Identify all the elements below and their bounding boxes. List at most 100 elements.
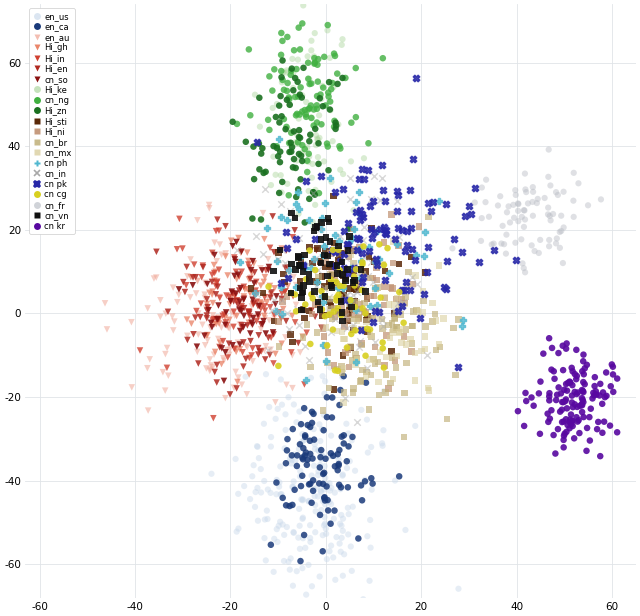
Point: [333, 256, 343, 265]
Point: [317, 101, 328, 111]
Point: [335, 281, 345, 291]
Point: [314, 293, 324, 303]
Point: [355, 376, 365, 386]
Point: [276, 66, 286, 76]
Point: [335, 484, 346, 494]
Point: [570, 399, 580, 409]
Point: [389, 234, 399, 244]
Point: [252, 441, 262, 451]
Point: [318, 496, 328, 506]
Point: [289, 154, 299, 164]
Point: [208, 298, 218, 308]
Point: [343, 268, 353, 278]
Point: [364, 246, 374, 256]
Point: [321, 100, 331, 110]
Point: [372, 300, 382, 310]
Point: [570, 387, 580, 397]
Point: [260, 329, 271, 339]
Point: [255, 122, 265, 132]
Point: [358, 272, 369, 282]
Point: [297, 437, 307, 447]
Point: [301, 176, 312, 186]
Point: [161, 309, 171, 318]
Point: [599, 417, 609, 427]
Point: [284, 100, 294, 110]
Point: [540, 193, 550, 203]
Point: [248, 295, 258, 305]
Point: [555, 227, 565, 237]
Point: [572, 412, 582, 422]
Point: [320, 495, 330, 505]
Point: [388, 325, 399, 334]
Point: [308, 486, 318, 496]
Point: [243, 307, 253, 317]
Point: [374, 307, 384, 317]
Point: [422, 198, 433, 208]
Point: [517, 259, 527, 269]
Point: [441, 200, 451, 209]
Point: [354, 304, 364, 314]
Point: [273, 361, 284, 371]
Point: [361, 378, 371, 387]
Point: [293, 253, 303, 262]
Point: [574, 428, 584, 438]
Point: [535, 376, 545, 386]
Point: [256, 281, 266, 291]
Point: [323, 358, 333, 368]
Point: [304, 355, 314, 365]
Point: [293, 92, 303, 102]
Point: [269, 313, 280, 323]
Point: [295, 44, 305, 54]
Point: [330, 124, 340, 134]
Point: [318, 469, 328, 479]
Point: [419, 290, 429, 299]
Point: [291, 192, 301, 202]
Point: [348, 259, 358, 269]
Point: [339, 322, 349, 331]
Point: [271, 112, 281, 122]
Point: [350, 261, 360, 270]
Point: [357, 277, 367, 287]
Point: [326, 451, 336, 461]
Point: [431, 315, 441, 325]
Point: [577, 393, 587, 403]
Point: [351, 306, 361, 315]
Point: [265, 350, 275, 360]
Point: [394, 232, 404, 241]
Point: [358, 213, 368, 222]
Point: [224, 339, 234, 349]
Point: [301, 375, 311, 385]
Point: [193, 276, 203, 286]
Point: [250, 487, 260, 497]
Point: [319, 484, 329, 494]
Point: [294, 209, 304, 219]
Point: [257, 299, 267, 309]
Point: [352, 316, 362, 326]
Point: [288, 291, 298, 301]
Point: [296, 293, 307, 302]
Point: [309, 435, 319, 445]
Point: [299, 281, 309, 291]
Point: [198, 262, 208, 272]
Point: [362, 363, 372, 373]
Point: [182, 272, 193, 282]
Point: [291, 110, 301, 120]
Point: [349, 314, 359, 324]
Point: [277, 36, 287, 46]
Point: [551, 187, 561, 197]
Point: [230, 344, 241, 354]
Point: [324, 259, 335, 269]
Point: [509, 213, 519, 223]
Point: [295, 347, 305, 357]
Point: [258, 288, 268, 298]
Point: [313, 265, 323, 275]
Point: [520, 388, 531, 398]
Point: [331, 451, 341, 461]
Point: [346, 264, 356, 274]
Point: [312, 91, 322, 101]
Point: [239, 291, 249, 301]
Point: [558, 258, 568, 268]
Point: [377, 323, 387, 333]
Point: [319, 492, 330, 502]
Point: [344, 224, 354, 233]
